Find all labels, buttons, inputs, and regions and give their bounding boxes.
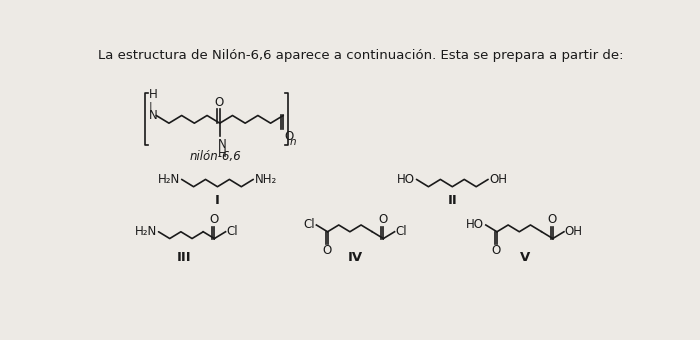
Text: V: V [520, 251, 530, 264]
Text: O: O [491, 244, 500, 257]
Text: HO: HO [466, 219, 484, 232]
Text: NH₂: NH₂ [255, 173, 277, 186]
Text: IV: IV [348, 251, 363, 264]
Text: Cl: Cl [303, 219, 315, 232]
Text: O: O [284, 130, 293, 143]
Text: O: O [378, 213, 387, 226]
Text: O: O [214, 96, 223, 108]
Text: OH: OH [490, 173, 507, 186]
Text: O: O [322, 244, 331, 257]
Text: III: III [177, 251, 192, 264]
Text: II: II [447, 194, 457, 207]
Text: Cl: Cl [395, 225, 407, 238]
Text: N: N [148, 109, 158, 122]
Text: n: n [290, 137, 296, 147]
Text: H₂N: H₂N [158, 173, 180, 186]
Text: nilón-6,6: nilón-6,6 [189, 150, 241, 163]
Text: I: I [215, 194, 220, 207]
Text: O: O [209, 213, 218, 226]
Text: OH: OH [565, 225, 582, 238]
Text: N: N [218, 138, 227, 151]
Text: H: H [218, 147, 227, 160]
Text: |: | [148, 102, 152, 112]
Text: H₂N: H₂N [135, 225, 157, 238]
Text: HO: HO [397, 173, 415, 186]
Text: Cl: Cl [226, 225, 238, 238]
Text: O: O [547, 213, 556, 226]
Text: La estructura de Nilón-6,6 aparece a continuación. Esta se prepara a partir de:: La estructura de Nilón-6,6 aparece a con… [99, 49, 624, 62]
Text: H: H [148, 88, 158, 101]
